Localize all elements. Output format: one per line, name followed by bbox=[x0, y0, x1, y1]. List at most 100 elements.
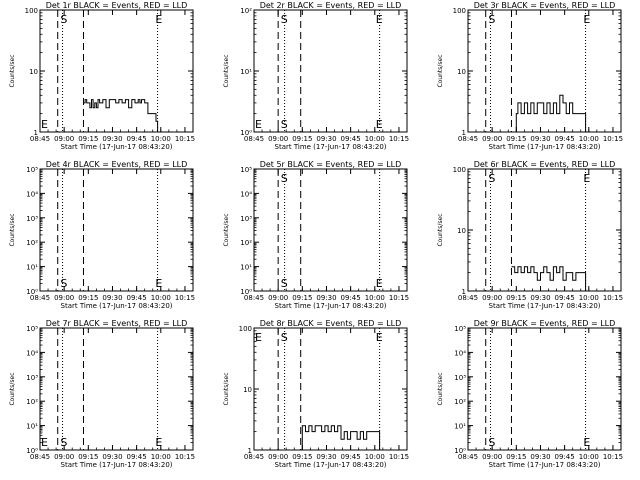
panel-title: Det 8r BLACK = Events, RED = LLD bbox=[260, 319, 402, 328]
x-tick-label: 09:45 bbox=[127, 294, 147, 302]
x-tick-label: 09:00 bbox=[268, 135, 288, 143]
marker-e: E bbox=[583, 436, 590, 449]
x-tick-label: 10:00 bbox=[579, 294, 599, 302]
y-tick-label: 10¹ bbox=[240, 264, 252, 272]
marker-s: S bbox=[60, 13, 67, 26]
y-tick-label: 10¹ bbox=[26, 264, 38, 272]
x-tick-label: 09:45 bbox=[555, 294, 575, 302]
x-tick-label: 10:00 bbox=[365, 294, 385, 302]
x-tick-label: 09:15 bbox=[506, 453, 526, 461]
marker-s: S bbox=[281, 277, 288, 290]
marker-e: E bbox=[376, 277, 383, 290]
marker-e: E bbox=[376, 118, 383, 131]
panel-det-2: Det 2r BLACK = Events, RED = LLD 10⁰ 10¹ 10… bbox=[223, 1, 409, 151]
marker-e: E bbox=[41, 436, 48, 449]
x-tick-label: 08:45 bbox=[458, 135, 478, 143]
y-tick-label: 10⁰ bbox=[26, 288, 38, 296]
x-tick-label: 09:00 bbox=[482, 294, 502, 302]
marker-s: S bbox=[281, 118, 288, 131]
x-tick-label: 09:30 bbox=[102, 453, 122, 461]
events-series bbox=[83, 99, 159, 132]
y-tick-label: 10⁰ bbox=[26, 447, 38, 455]
events-series bbox=[511, 266, 587, 291]
y-tick-label: 10 bbox=[457, 227, 466, 235]
x-tick-label: 10:15 bbox=[389, 453, 409, 461]
events-series bbox=[514, 94, 587, 133]
marker-s: S bbox=[488, 436, 495, 449]
y-tick-label: 10¹ bbox=[26, 423, 38, 431]
x-tick-label: 09:45 bbox=[341, 294, 361, 302]
marker-s: S bbox=[281, 331, 288, 344]
y-tick-label: 10² bbox=[26, 398, 38, 406]
x-tick-label: 09:15 bbox=[78, 135, 98, 143]
y-axis-label: Counts/sec bbox=[9, 372, 16, 405]
y-tick-label: 1 bbox=[34, 129, 38, 137]
y-tick-label: 10³ bbox=[26, 374, 38, 382]
panel-det-7: Det 7r BLACK = Events, RED = LLD 10⁰ 10¹ 10… bbox=[9, 319, 195, 469]
x-tick-label: 09:00 bbox=[54, 453, 74, 461]
y-tick-label: 10² bbox=[454, 398, 466, 406]
panel-det-9: Det 9r BLACK = Events, RED = LLD 10⁰ 10¹ 10… bbox=[437, 319, 623, 469]
x-tick-label: 10:15 bbox=[175, 453, 195, 461]
y-axis-label: Counts/sec bbox=[437, 372, 444, 405]
y-tick-label: 10 bbox=[243, 386, 252, 394]
x-tick-label: 09:30 bbox=[102, 135, 122, 143]
y-tick-label: 10⁴ bbox=[26, 349, 38, 357]
marker-s: S bbox=[281, 13, 288, 26]
y-tick-label: 10⁵ bbox=[454, 325, 466, 333]
panel-title: Det 5r BLACK = Events, RED = LLD bbox=[260, 160, 402, 169]
y-tick-label: 10¹ bbox=[454, 423, 466, 431]
x-axis-label: Start Time (17-Jun-17 08:43:20) bbox=[489, 143, 601, 151]
x-tick-label: 10:00 bbox=[365, 453, 385, 461]
x-tick-label: 09:00 bbox=[54, 135, 74, 143]
panel-title: Det 2r BLACK = Events, RED = LLD bbox=[260, 1, 402, 10]
y-tick-label: 1 bbox=[462, 129, 466, 137]
x-tick-label: 09:30 bbox=[316, 135, 336, 143]
x-tick-label: 09:30 bbox=[530, 294, 550, 302]
x-axis-label: Start Time (17-Jun-17 08:43:20) bbox=[275, 143, 387, 151]
panel-det-8: Det 8r BLACK = Events, RED = LLD 1 10 100 08… bbox=[223, 319, 409, 469]
panel-title: Det 6r BLACK = Events, RED = LLD bbox=[474, 160, 616, 169]
x-tick-label: 09:45 bbox=[555, 453, 575, 461]
marker-s: S bbox=[60, 436, 67, 449]
marker-e: E bbox=[41, 118, 48, 131]
y-tick-label: 100 bbox=[453, 7, 466, 15]
x-tick-label: 09:00 bbox=[482, 453, 502, 461]
y-tick-label: 10² bbox=[240, 7, 252, 15]
plot-frame bbox=[39, 168, 194, 292]
marker-e: E bbox=[155, 13, 162, 26]
y-tick-label: 10⁵ bbox=[26, 166, 38, 174]
x-tick-label: 09:15 bbox=[78, 294, 98, 302]
y-tick-label: 10⁰ bbox=[240, 129, 252, 137]
y-tick-label: 10⁵ bbox=[26, 325, 38, 333]
y-tick-label: 10³ bbox=[240, 215, 252, 223]
y-tick-label: 10⁰ bbox=[240, 288, 252, 296]
x-tick-label: 09:45 bbox=[341, 135, 361, 143]
panel-det-6: Det 6r BLACK = Events, RED = LLD 1 10 100 08… bbox=[437, 160, 623, 310]
x-axis-label: Start Time (17-Jun-17 08:43:20) bbox=[61, 143, 173, 151]
marker-e: E bbox=[583, 172, 590, 185]
x-tick-label: 09:15 bbox=[506, 294, 526, 302]
plot-frame bbox=[253, 168, 408, 292]
panel-det-4: Det 4r BLACK = Events, RED = LLD 10⁰ 10¹ 10… bbox=[9, 160, 195, 310]
y-tick-label: 1 bbox=[248, 447, 252, 455]
x-tick-label: 09:45 bbox=[127, 135, 147, 143]
x-tick-label: 09:15 bbox=[78, 453, 98, 461]
y-axis-label: Counts/sec bbox=[223, 54, 230, 87]
y-tick-label: 10⁵ bbox=[240, 166, 252, 174]
x-tick-label: 08:45 bbox=[30, 453, 50, 461]
x-tick-label: 08:45 bbox=[244, 135, 264, 143]
x-tick-label: 08:45 bbox=[30, 135, 50, 143]
x-tick-label: 10:00 bbox=[151, 294, 171, 302]
panel-title: Det 1r BLACK = Events, RED = LLD bbox=[46, 1, 188, 10]
x-axis-label: Start Time (17-Jun-17 08:43:20) bbox=[61, 302, 173, 310]
x-tick-label: 09:15 bbox=[292, 294, 312, 302]
y-tick-label: 10² bbox=[26, 239, 38, 247]
x-axis-label: Start Time (17-Jun-17 08:43:20) bbox=[489, 302, 601, 310]
x-tick-label: 09:45 bbox=[127, 453, 147, 461]
y-tick-label: 10⁴ bbox=[454, 349, 466, 357]
marker-e: E bbox=[255, 331, 262, 344]
marker-s: S bbox=[488, 172, 495, 185]
y-tick-label: 10³ bbox=[454, 374, 466, 382]
y-tick-label: 10³ bbox=[26, 215, 38, 223]
